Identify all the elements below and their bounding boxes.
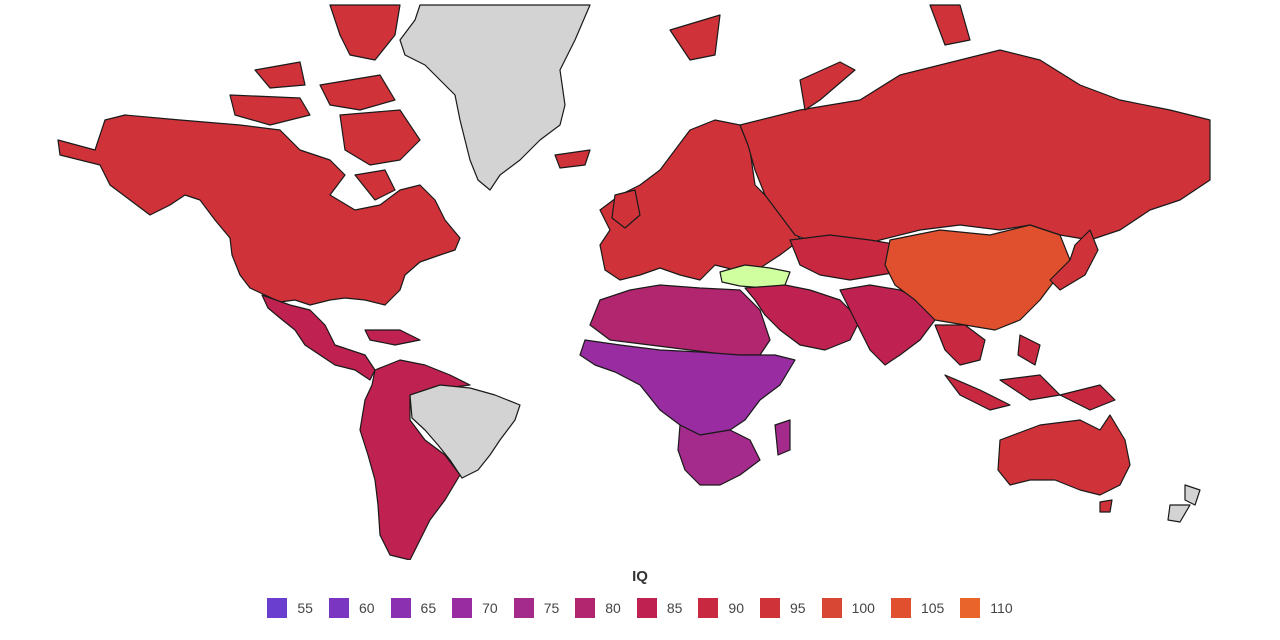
region-turkey: [719, 264, 791, 289]
legend-swatch: [575, 598, 596, 618]
legend-item: 95: [760, 598, 806, 618]
legend-item: 100: [821, 598, 875, 618]
legend-swatch: [698, 598, 719, 618]
legend-item: 70: [452, 598, 498, 618]
legend-label: 85: [666, 600, 683, 616]
legend-label: 60: [358, 600, 375, 616]
region-central-america: [261, 294, 421, 381]
legend-swatch: [452, 598, 473, 618]
legend-item: 80: [575, 598, 621, 618]
legend-label: 70: [482, 600, 498, 616]
legend-swatch: [821, 598, 842, 618]
legend-swatch: [960, 598, 981, 618]
legend-item: 55: [267, 598, 313, 618]
region-china: [884, 224, 1071, 331]
legend-label: 55: [297, 600, 313, 616]
legend-item: 85: [636, 598, 683, 618]
legend-label: 65: [420, 600, 437, 616]
region-australia: [997, 414, 1131, 513]
legend-label: 90: [728, 600, 744, 616]
world-map: [57, 4, 1211, 560]
region-southern-africa: [677, 419, 791, 486]
legend-swatch: [513, 598, 534, 618]
region-north-america: [57, 114, 461, 306]
legend-swatch: [636, 598, 657, 618]
region-india: [839, 284, 936, 366]
region-japan: [1049, 229, 1099, 291]
legend-item: 65: [390, 598, 437, 618]
region-middle-east: [744, 284, 861, 351]
legend-swatch: [267, 598, 288, 618]
region-russia: [739, 49, 1211, 251]
legend-item: 60: [328, 598, 375, 618]
region-southeast-asia: [934, 324, 1116, 411]
legend-label: 100: [851, 600, 875, 616]
legend-label: 105: [920, 600, 945, 616]
legend-item: 90: [698, 598, 744, 618]
region-russia-islands: [669, 4, 971, 111]
legend-label: 95: [790, 600, 806, 616]
region-sub-saharan-africa: [579, 339, 796, 436]
legend-swatch: [390, 598, 411, 618]
legend-item: 105: [890, 598, 945, 618]
legend-title: IQ: [632, 568, 648, 585]
region-europe: [599, 119, 801, 281]
legend: 55 60 65 70 75 80 85 90 95 100 105 110: [0, 598, 1280, 618]
region-north-africa: [589, 284, 771, 356]
legend-swatch: [760, 598, 780, 618]
region-greenland: [399, 4, 591, 191]
region-arctic-islands: [229, 4, 421, 201]
region-new-zealand: [1167, 484, 1201, 523]
region-uk: [554, 149, 641, 229]
legend-label: 110: [990, 600, 1013, 616]
legend-swatch: [890, 598, 911, 618]
legend-label: 80: [605, 600, 621, 616]
region-south-america: [359, 359, 471, 560]
legend-item: 110: [960, 598, 1013, 618]
legend-swatch: [328, 598, 349, 618]
region-brazil: [409, 384, 521, 479]
legend-label: 75: [543, 600, 560, 616]
legend-item: 75: [513, 598, 560, 618]
